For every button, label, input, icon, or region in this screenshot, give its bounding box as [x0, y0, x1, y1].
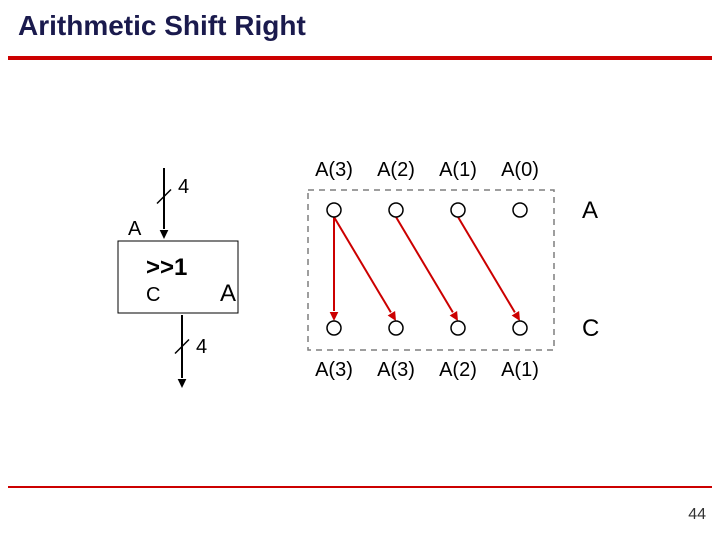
svg-text:A(2): A(2): [439, 359, 477, 381]
svg-text:A(3): A(3): [315, 159, 353, 181]
svg-text:A(0): A(0): [501, 159, 539, 181]
bit-mapping-diagram: A(3) A(2) A(1) A(0) A(3) A(3) A(2) A(1) A C: [0, 0, 720, 540]
svg-text:A(2): A(2): [377, 159, 415, 181]
svg-text:A(3): A(3): [377, 359, 415, 381]
slide: Arithmetic Shift Right 4 A >>1 C A 4 A(3…: [0, 0, 720, 540]
page-number: 44: [688, 506, 706, 524]
footer-rule: [8, 486, 712, 488]
svg-text:A(3): A(3): [315, 359, 353, 381]
svg-text:A(1): A(1): [439, 159, 477, 181]
svg-text:A: A: [582, 197, 598, 224]
svg-text:A(1): A(1): [501, 359, 539, 381]
svg-text:C: C: [582, 315, 599, 342]
